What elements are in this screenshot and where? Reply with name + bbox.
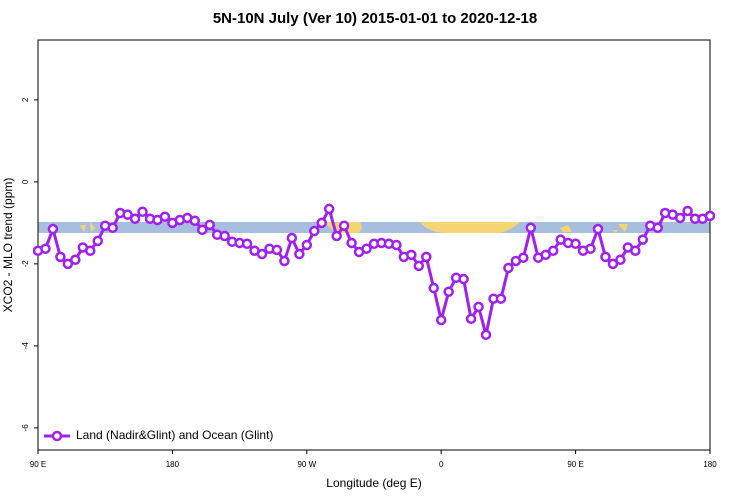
data-point bbox=[413, 260, 425, 272]
x-tick-label: 180 bbox=[166, 460, 180, 469]
y-tick-label: -2 bbox=[21, 260, 30, 268]
data-point bbox=[219, 230, 230, 242]
data-point bbox=[435, 314, 447, 326]
y-tick-label: -6 bbox=[21, 424, 30, 432]
data-point bbox=[682, 205, 693, 217]
data-point bbox=[55, 251, 66, 263]
data-point bbox=[600, 251, 611, 263]
data-point bbox=[421, 251, 432, 263]
data-point bbox=[585, 243, 596, 254]
data-point bbox=[428, 282, 439, 294]
data-point bbox=[301, 239, 313, 251]
data-point bbox=[323, 203, 335, 215]
x-tick-label: 90 E bbox=[30, 460, 46, 469]
x-tick-label: 90 E bbox=[567, 460, 583, 469]
data-point bbox=[458, 273, 469, 285]
data-point bbox=[338, 220, 350, 231]
data-point bbox=[674, 212, 686, 224]
data-point bbox=[652, 222, 663, 234]
data-point bbox=[70, 254, 81, 266]
data-point bbox=[570, 238, 581, 250]
x-tick-label: 0 bbox=[439, 460, 444, 469]
data-point bbox=[122, 209, 133, 220]
x-tick-label: 180 bbox=[703, 460, 717, 469]
map-strip bbox=[38, 222, 710, 234]
legend-label: Land (Nadir&Glint) and Ocean (Glint) bbox=[76, 428, 273, 442]
data-point bbox=[316, 217, 327, 229]
data-point bbox=[525, 222, 537, 234]
data-point bbox=[547, 245, 559, 256]
data-point bbox=[540, 249, 551, 261]
data-point bbox=[518, 252, 529, 263]
data-point bbox=[607, 258, 619, 270]
data-point bbox=[480, 329, 492, 341]
data-point bbox=[391, 239, 402, 251]
data-point bbox=[197, 224, 208, 236]
data-point bbox=[309, 225, 320, 237]
data-point bbox=[279, 255, 290, 267]
plot-frame bbox=[37, 39, 711, 451]
data-point bbox=[204, 219, 215, 231]
data-point bbox=[473, 301, 484, 313]
y-tick-label: 0 bbox=[21, 179, 30, 184]
data-point bbox=[331, 230, 342, 242]
data-point bbox=[704, 210, 716, 222]
data-point bbox=[443, 286, 454, 297]
data-point bbox=[294, 248, 305, 260]
data-point bbox=[129, 213, 141, 225]
data-point bbox=[406, 249, 417, 261]
data-point bbox=[361, 243, 372, 254]
data-point bbox=[256, 248, 268, 260]
data-point bbox=[286, 232, 298, 244]
data-point bbox=[495, 293, 507, 304]
data-point bbox=[346, 237, 357, 249]
data-point bbox=[85, 245, 96, 256]
data-point bbox=[62, 258, 74, 270]
x-axis-label: Longitude (deg E) bbox=[326, 476, 421, 490]
y-tick-label: -4 bbox=[21, 342, 30, 350]
data-point bbox=[637, 234, 649, 245]
x-tick-label: 90 W bbox=[297, 460, 316, 469]
legend-marker bbox=[51, 430, 63, 442]
data-point bbox=[47, 223, 59, 235]
data-point bbox=[107, 222, 118, 234]
chart-title: 5N-10N July (Ver 10) 2015-01-01 to 2020-… bbox=[213, 10, 537, 27]
y-tick-label: 2 bbox=[21, 97, 30, 102]
data-point bbox=[241, 238, 253, 250]
data-point bbox=[137, 206, 148, 218]
data-point bbox=[159, 211, 171, 222]
data-point bbox=[189, 215, 201, 227]
data-point bbox=[40, 243, 51, 254]
data-point bbox=[271, 244, 283, 256]
data-point bbox=[592, 223, 604, 235]
data-point bbox=[465, 313, 477, 325]
data-point bbox=[92, 235, 103, 247]
data-point bbox=[615, 254, 626, 266]
y-axis-label: XCO2 - MLO trend (ppm) bbox=[1, 178, 15, 313]
data-point bbox=[503, 262, 514, 274]
data-point bbox=[630, 245, 641, 256]
